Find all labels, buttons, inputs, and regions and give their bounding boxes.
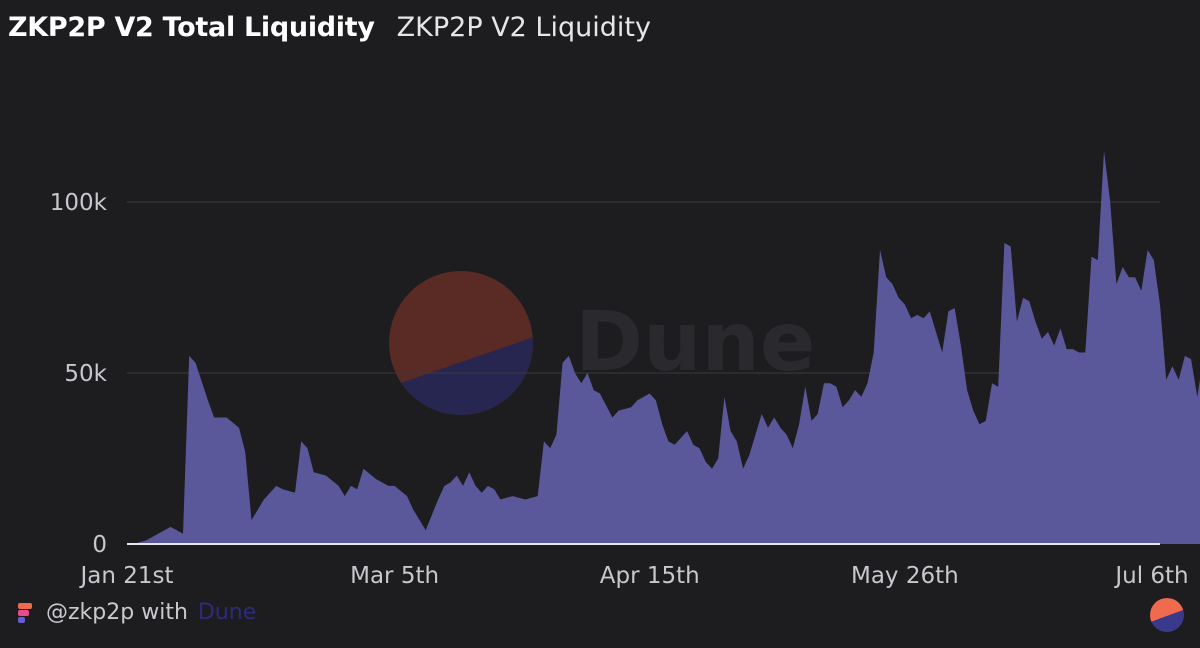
y-tick-label: 50k (64, 361, 107, 387)
x-tick-label: Mar 5th (350, 563, 439, 589)
chart-header: ZKP2P V2 Total Liquidity ZKP2P V2 Liquid… (8, 12, 651, 43)
footer: @zkp2p with Dune (18, 600, 256, 625)
grid-lines (127, 201, 1160, 374)
footer-handle: @zkp2p with (46, 600, 188, 625)
y-tick-label: 0 (92, 532, 107, 558)
x-tick-label: Jul 6th (1113, 563, 1188, 589)
dune-badge-icon[interactable] (1150, 598, 1184, 632)
liquidity-area (127, 150, 1200, 544)
x-tick-label: Apr 15th (600, 563, 700, 589)
dune-logo-icon (18, 602, 36, 623)
x-axis: Jan 21st Mar 5th Apr 15th May 26th Jul 6th (78, 563, 1188, 589)
footer-brand-link[interactable]: Dune (197, 600, 257, 625)
x-tick-label: May 26th (851, 563, 959, 589)
watermark-text: Dune (575, 295, 815, 390)
y-axis: 0 50k 100k (50, 190, 108, 558)
dune-watermark: Dune (389, 271, 815, 415)
chart-title: ZKP2P V2 Total Liquidity (8, 12, 375, 43)
chart-subtitle: ZKP2P V2 Liquidity (396, 12, 651, 43)
x-tick-label: Jan 21st (78, 563, 173, 589)
y-tick-label: 100k (50, 190, 108, 216)
